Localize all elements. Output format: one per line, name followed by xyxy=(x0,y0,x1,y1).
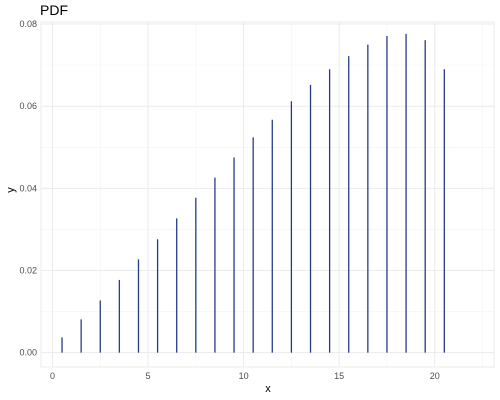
grid xyxy=(40,21,495,368)
y-tick-label: 0.02 xyxy=(19,265,37,275)
x-axis-title: x xyxy=(265,383,271,395)
x-tick-label: 10 xyxy=(239,371,249,381)
y-tick-label: 0.08 xyxy=(19,19,37,29)
y-axis-title: y xyxy=(5,187,17,193)
y-tick-label: 0.04 xyxy=(19,183,37,193)
chart-title: PDF xyxy=(40,2,68,18)
panel-border xyxy=(40,21,495,368)
x-tick-label: 20 xyxy=(430,371,440,381)
x-tick-label: 0 xyxy=(50,371,55,381)
x-tick-label: 5 xyxy=(146,371,151,381)
x-axis-ticks: 0 5 10 15 20 xyxy=(50,371,440,381)
y-tick-label: 0.06 xyxy=(19,101,37,111)
bars xyxy=(61,33,445,353)
x-tick-label: 15 xyxy=(334,371,344,381)
y-axis-ticks: 0.00 0.02 0.04 0.06 0.08 xyxy=(19,19,37,358)
y-tick-label: 0.00 xyxy=(19,348,37,358)
